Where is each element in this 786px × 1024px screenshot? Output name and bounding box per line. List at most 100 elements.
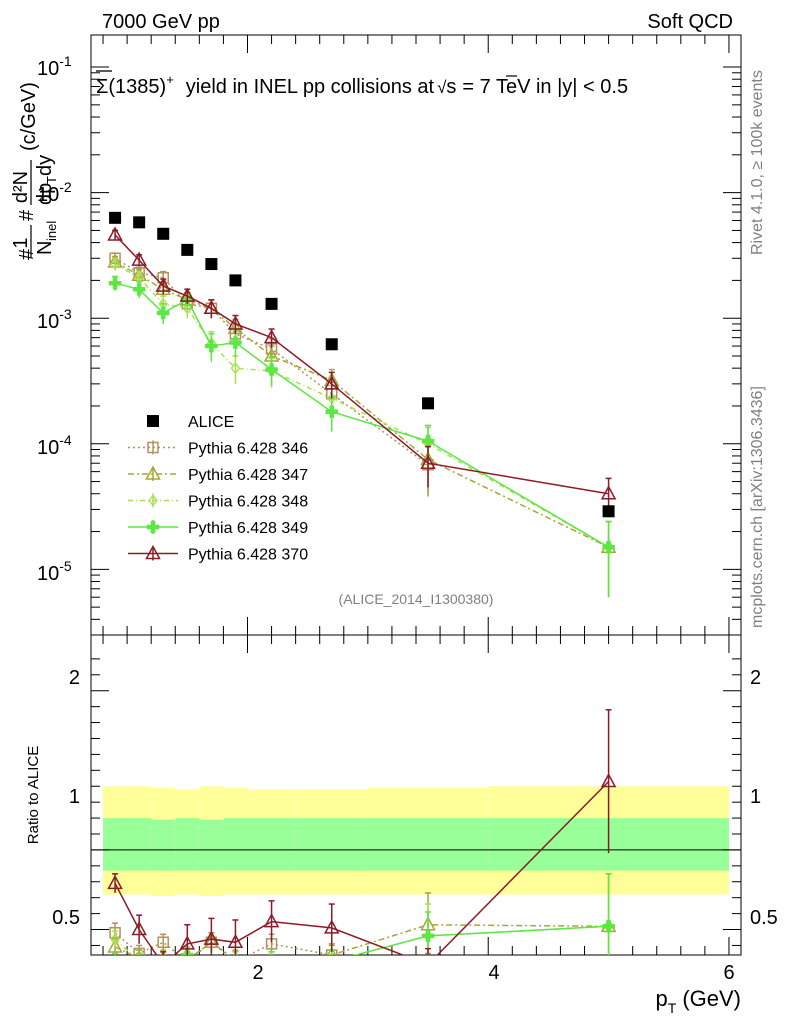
- main-point-p348: [230, 362, 241, 375]
- main-point-p370: [420, 454, 436, 469]
- ratio-point-p370: [600, 772, 617, 788]
- ratio-band-inner: [175, 818, 200, 871]
- main-point-p349: [325, 405, 338, 418]
- ylabel-t: T: [44, 176, 59, 184]
- main-line-p370: [114, 234, 609, 495]
- main-point-alice: [265, 297, 278, 310]
- ratio-ylabel: Ratio to ALICE: [25, 746, 42, 844]
- main-point-p348: [182, 302, 193, 315]
- main-line-p346: [114, 257, 429, 466]
- xtick-label-6: 6: [723, 962, 734, 984]
- ytick-label-1e-4: 10-4: [37, 432, 72, 459]
- ratio-point-p370: [422, 958, 435, 970]
- ratio-point-p349: [602, 920, 615, 933]
- analysis-watermark: (ALICE_2014_I1300380): [339, 591, 494, 607]
- main-point-p349: [132, 283, 146, 296]
- ratio-point-p370: [107, 874, 123, 890]
- ratio-point-p346: [133, 947, 145, 955]
- ratio-point-p370: [227, 933, 244, 949]
- ratio-point-p347: [107, 938, 123, 953]
- main-point-alice: [109, 211, 122, 224]
- main-point-alice: [133, 216, 146, 229]
- ratio-ytick-label-2: 2: [69, 667, 80, 689]
- ratio-point-p349: [205, 968, 217, 980]
- rivet-label: Rivet 4.1.0, ≥ 100k events: [749, 70, 766, 255]
- ratio-point-p348: [268, 956, 276, 966]
- ratio-ytick-label-1-right: 1: [750, 786, 761, 808]
- ytick-label-1e-5: 10-5: [37, 558, 72, 585]
- ratio-band-inner: [199, 819, 224, 871]
- ylabel-d2n: d²N: [10, 171, 32, 203]
- header-right: Soft QCD: [647, 11, 733, 33]
- ratio-line-p370: [114, 780, 610, 955]
- ratio-point-p370: [179, 935, 196, 950]
- x-axis-label: pT (GeV): [656, 986, 742, 1016]
- xtick-label-4: 4: [488, 962, 499, 984]
- ratio-line-p346: [114, 932, 344, 955]
- ratio-point-p347: [327, 946, 337, 955]
- plot-title: Σ(1385)+ yield in INEL pp collisions at √s…: [96, 70, 628, 98]
- ratio-point-p348: [159, 960, 167, 970]
- ylabel-inel: inel: [44, 221, 59, 241]
- header-left: 7000 GeV pp: [102, 11, 220, 33]
- main-point-p370: [131, 251, 147, 266]
- ratio-series-group: [107, 709, 617, 980]
- legend: ALICE Pythia 6.428 346 Pythia 6.428 347 Pyt…: [128, 414, 308, 564]
- ratio-point-p349: [229, 955, 241, 967]
- main-point-p349: [265, 363, 278, 376]
- ratio-point-p348: [135, 956, 143, 966]
- main-point-p370: [600, 485, 617, 500]
- ratio-ytick-label-0-5: 0.5: [52, 907, 80, 929]
- ratio-ytick-label-1: 1: [69, 786, 80, 808]
- legend-marker-p348: [148, 494, 158, 507]
- main-frame: [90, 34, 742, 636]
- main-point-p370: [107, 226, 123, 241]
- main-p349: [108, 275, 615, 598]
- ratio-point-p346: [423, 956, 433, 966]
- ylabel-unit: (c/GeV): [18, 82, 40, 151]
- ylabel-hash2: #: [16, 209, 38, 221]
- main-point-p370: [263, 329, 280, 344]
- title-text2: = 7 TeV in |y| < 0.5: [462, 76, 628, 98]
- main-point-alice: [181, 243, 194, 256]
- ylabel-dp: dp: [34, 183, 56, 205]
- legend-marker-p349: [146, 520, 160, 534]
- legend-marker-alice: [147, 415, 159, 427]
- ylabel-one: 1: [10, 237, 32, 248]
- legend-label-p370: Pythia 6.428 370: [188, 547, 308, 564]
- ratio-point-p348: [183, 956, 191, 966]
- ratio-p370: [107, 709, 617, 970]
- main-ylabel: # 1 N inel # d²N dp T dy (c/GeV): [10, 82, 59, 260]
- main-point-p370: [227, 315, 244, 330]
- ratio-band-inner: [103, 818, 128, 871]
- title-sqrt: √: [437, 78, 447, 97]
- legend-label-alice: ALICE: [188, 414, 234, 431]
- main-point-alice: [205, 258, 218, 271]
- ytick-label-1e-2: 10-2: [37, 179, 72, 206]
- ratio-point-p349: [157, 963, 169, 975]
- ratio-point-p370: [323, 919, 340, 934]
- legend-label-p346: Pythia 6.428 346: [188, 441, 308, 458]
- ytick-label-1e-1: 10-1: [37, 53, 72, 80]
- ratio-uncertainty-band: [91, 786, 741, 897]
- main-point-p370: [179, 287, 196, 302]
- ratio-point-p370: [203, 930, 220, 945]
- main-point-p370: [323, 375, 340, 390]
- main-line-p347: [114, 261, 609, 548]
- main-ytick-labels: 10-1 10-2 10-3 10-4 10-5: [37, 53, 72, 585]
- main-point-p370: [155, 277, 171, 292]
- ratio-point-p346: [182, 956, 192, 966]
- title-charge: +: [166, 72, 174, 87]
- main-alice: [109, 211, 615, 518]
- legend-label-p349: Pythia 6.428 349: [188, 520, 308, 537]
- legend-label-p348: Pythia 6.428 348: [188, 494, 308, 511]
- legend-marker-p347: [145, 465, 161, 480]
- legend-marker-p346: [147, 441, 159, 454]
- ratio-band-inner: [151, 819, 176, 871]
- ylabel-dy: dy: [34, 155, 56, 176]
- main-point-alice: [157, 227, 170, 240]
- xtick-labels: 2 4 6: [252, 962, 734, 984]
- ratio-band-inner: [295, 818, 368, 871]
- main-point-p349: [229, 336, 242, 349]
